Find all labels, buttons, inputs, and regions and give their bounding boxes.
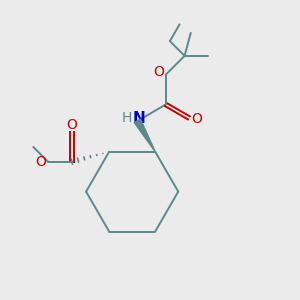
Text: O: O: [191, 112, 202, 126]
Text: O: O: [153, 65, 164, 80]
Polygon shape: [134, 119, 155, 152]
Text: N: N: [133, 111, 145, 126]
Text: O: O: [35, 155, 46, 169]
Text: H: H: [122, 111, 132, 125]
Text: O: O: [66, 118, 77, 132]
